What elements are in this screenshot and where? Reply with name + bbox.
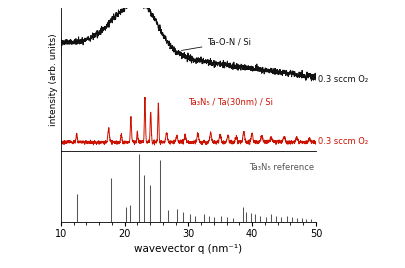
Y-axis label: intensity (arb. units): intensity (arb. units) xyxy=(49,33,58,126)
Text: 0.3 sccm O₂: 0.3 sccm O₂ xyxy=(318,137,369,146)
Text: 0.3 sccm O₂: 0.3 sccm O₂ xyxy=(318,75,369,84)
Text: Ta₃N₅ reference: Ta₃N₅ reference xyxy=(249,163,315,172)
Text: Ta-O-N / Si: Ta-O-N / Si xyxy=(181,38,252,50)
Text: Ta₃N₅ / Ta(30nm) / Si: Ta₃N₅ / Ta(30nm) / Si xyxy=(188,98,273,107)
X-axis label: wavevector q (nm⁻¹): wavevector q (nm⁻¹) xyxy=(134,244,242,254)
